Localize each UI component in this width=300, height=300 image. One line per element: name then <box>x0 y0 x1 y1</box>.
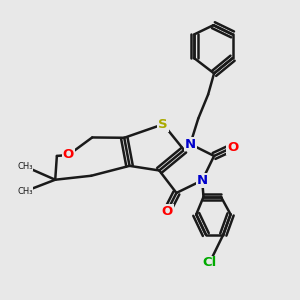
Text: CH₃: CH₃ <box>17 187 33 196</box>
Text: N: N <box>185 138 196 151</box>
Text: N: N <box>196 174 208 187</box>
Text: CH₃: CH₃ <box>17 162 33 171</box>
Text: O: O <box>227 141 238 154</box>
Text: O: O <box>161 205 173 218</box>
Text: O: O <box>63 148 74 161</box>
Text: Cl: Cl <box>202 256 217 269</box>
Text: S: S <box>158 118 168 131</box>
